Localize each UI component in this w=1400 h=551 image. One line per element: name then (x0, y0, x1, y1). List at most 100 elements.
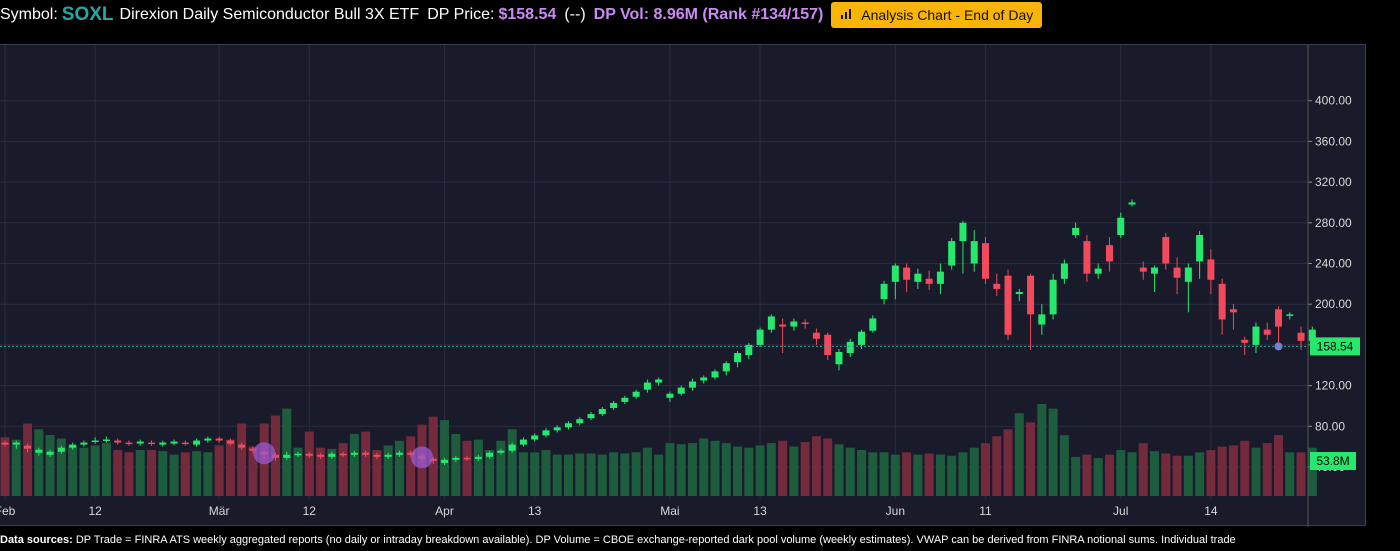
candle-body (1151, 267, 1159, 274)
candle-body (936, 271, 944, 284)
candle-body (914, 273, 922, 282)
volume-bar (248, 446, 258, 496)
candle-body (339, 453, 347, 456)
volume-bar (811, 436, 821, 496)
price-candles (1, 199, 1316, 465)
candle-body (981, 243, 989, 279)
candle-body (948, 241, 956, 266)
analysis-button-label: Analysis Chart - End of Day (861, 7, 1034, 23)
candle-body (1105, 245, 1113, 262)
data-sources-note: Data sources: DP Trade = FINRA ATS weekl… (0, 534, 1400, 551)
volume-bar (1161, 453, 1171, 496)
candle-body (1060, 263, 1068, 279)
volume-bar (800, 441, 810, 496)
volume-bar (530, 452, 540, 496)
candle-body (249, 448, 257, 451)
candle-body (294, 453, 302, 456)
volume-bar (654, 454, 664, 496)
candle-body (869, 318, 877, 331)
volume-bar (1037, 404, 1047, 496)
analysis-chart-button[interactable]: Analysis Chart - End of Day (831, 2, 1043, 28)
candle-body (283, 454, 291, 458)
volume-bar (1059, 435, 1069, 496)
candle-body (779, 324, 787, 327)
volume-bar (564, 454, 573, 496)
volume-bar (642, 447, 652, 496)
candle-body (1015, 291, 1023, 295)
volume-bar (721, 443, 731, 496)
volume-bar (394, 440, 404, 496)
volume-bar (518, 452, 528, 496)
volume-bar (541, 450, 551, 496)
candle-body (24, 445, 32, 449)
candle-body (1241, 339, 1249, 343)
candle-body (1263, 329, 1271, 335)
candle-body (170, 441, 178, 444)
price-change: (--) (564, 6, 586, 23)
volume-bars (0, 404, 1317, 496)
volume-bar (0, 437, 10, 496)
candle-body (734, 353, 742, 363)
volume-bar (992, 436, 1002, 496)
volume-bar (1093, 458, 1103, 496)
candle-body (1207, 259, 1215, 280)
candle-body (148, 442, 156, 445)
volume-bar (327, 448, 337, 496)
volume-bar (225, 439, 235, 496)
volume-bar (1071, 456, 1081, 496)
chart-panel[interactable]: 40.0080.00120.00160.00200.00240.00280.00… (0, 44, 1366, 527)
volume-bar (304, 431, 314, 496)
candle-body (700, 377, 708, 381)
volume-bar (169, 454, 179, 496)
candle-body (305, 453, 313, 456)
candle-body (395, 452, 403, 455)
volume-bar (349, 433, 359, 496)
volume-bar (586, 453, 596, 496)
volume-bar (857, 450, 867, 496)
candle-body (688, 381, 696, 388)
candle-body (1297, 332, 1305, 341)
last-price-marker (1274, 342, 1283, 351)
candle-body (1049, 279, 1057, 315)
candle-body (1308, 329, 1316, 341)
volume-bar (316, 447, 326, 496)
volume-bar (789, 446, 799, 496)
candle-body (767, 316, 775, 330)
volume-bar (56, 438, 66, 496)
volume-bar (744, 447, 754, 496)
volume-bar (699, 438, 709, 496)
candle-body (497, 450, 505, 453)
volume-bar (980, 443, 990, 496)
candle-body (993, 283, 1001, 289)
candle-body (193, 440, 201, 445)
volume-bar (101, 443, 111, 496)
x-tick-label: 13 (528, 504, 542, 518)
candle-body (362, 452, 370, 455)
volume-bar (1262, 443, 1272, 496)
candle-body (350, 452, 358, 455)
volume-bar (1127, 452, 1137, 496)
x-tick-label: Apr (435, 504, 454, 518)
volume-bar (1195, 452, 1205, 496)
candlestick-chart[interactable]: 40.0080.00120.00160.00200.00240.00280.00… (0, 45, 1366, 527)
candle-body (790, 321, 798, 327)
volume-bar (1150, 451, 1160, 496)
volume-bar (147, 450, 157, 496)
x-tick-label: Mai (660, 504, 679, 518)
x-tick-label: Jun (886, 504, 905, 518)
candle-body (35, 449, 43, 453)
volume-bar (428, 416, 438, 496)
candle-body (576, 419, 584, 424)
candle-body (1196, 235, 1204, 262)
volume-bar (237, 423, 247, 496)
candle-body (80, 442, 88, 445)
volume-bar (676, 444, 686, 496)
candle-body (215, 438, 223, 441)
candle-body (136, 441, 144, 444)
candle-body (204, 438, 212, 441)
candle-body (925, 278, 933, 284)
candle-body (57, 447, 65, 452)
last-price-badge (1310, 337, 1360, 356)
volume-bar (293, 447, 303, 496)
volume-bar (124, 452, 134, 496)
